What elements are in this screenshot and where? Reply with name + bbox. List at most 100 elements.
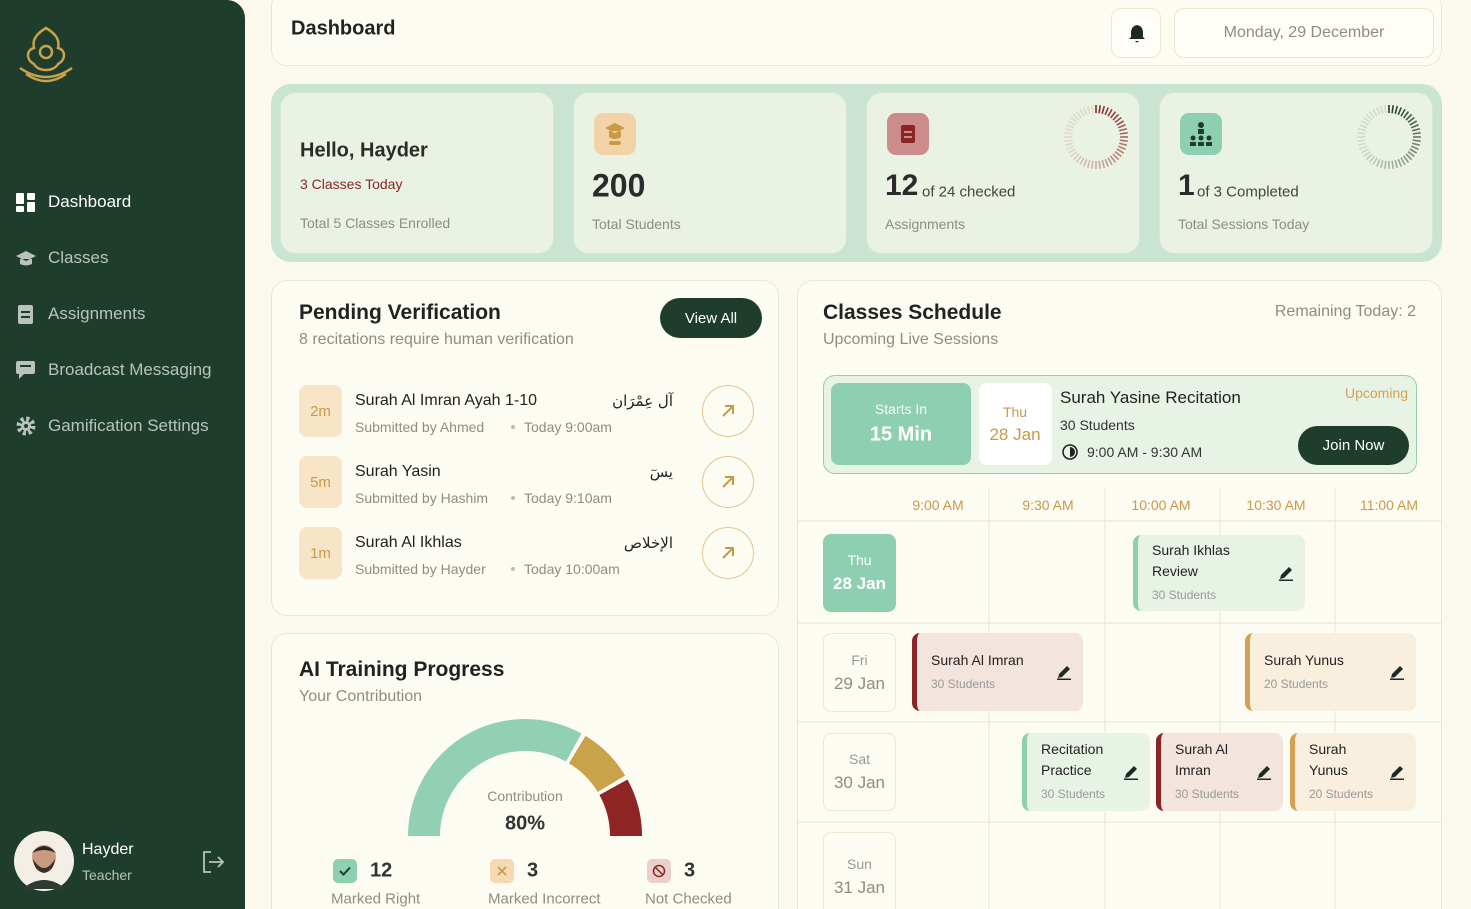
ring-tick bbox=[1116, 120, 1125, 126]
ring-tick bbox=[1064, 127, 1074, 132]
schedule-event[interactable]: Surah Yunus 20 Students bbox=[1245, 633, 1416, 711]
nav-item[interactable]: Broadcast Messaging bbox=[48, 360, 212, 379]
ring-tick bbox=[1402, 155, 1410, 163]
notification-button[interactable] bbox=[1111, 8, 1161, 58]
ring-tick bbox=[1064, 139, 1073, 142]
sidebar: Dashboard Classes Assignments Broadcast … bbox=[0, 0, 245, 909]
day-name: Sun bbox=[847, 856, 872, 872]
students-caption: Total Students bbox=[592, 216, 681, 232]
ring-tick bbox=[1365, 113, 1373, 121]
day-date: 29 Jan bbox=[833, 673, 886, 693]
legend-count: 3 bbox=[527, 859, 539, 882]
open-button[interactable] bbox=[702, 385, 754, 437]
ring-tick bbox=[1394, 159, 1399, 169]
event-students: 30 Students bbox=[1041, 787, 1106, 801]
ring-tick bbox=[1359, 145, 1368, 150]
ring-tick bbox=[1067, 148, 1076, 154]
arabic-title: الإخلاص bbox=[623, 534, 673, 552]
logout-button[interactable] bbox=[201, 850, 225, 874]
gauge-segment bbox=[568, 735, 626, 793]
schedule-event[interactable]: Surah Ikhlas Review 30 Students bbox=[1133, 535, 1305, 611]
panel-subtitle: 8 recitations require human verification bbox=[299, 331, 574, 348]
clock-icon bbox=[1062, 444, 1078, 460]
nav-icon bbox=[16, 361, 35, 379]
logo bbox=[19, 26, 73, 83]
starts-in-box bbox=[831, 383, 971, 465]
time-label: 10:00 AM bbox=[1131, 497, 1191, 513]
nav-icon bbox=[18, 305, 33, 324]
join-now-button[interactable]: Join Now bbox=[1298, 426, 1409, 465]
separator-dot bbox=[511, 567, 515, 571]
edit-icon[interactable] bbox=[1389, 664, 1405, 680]
edit-icon[interactable] bbox=[1389, 764, 1405, 780]
view-all-button[interactable]: View All bbox=[660, 298, 762, 338]
gauge-segment bbox=[599, 779, 642, 836]
ring-tick bbox=[1118, 142, 1128, 147]
arabic-title: آل عِمْرَان bbox=[612, 392, 673, 410]
ring-tick bbox=[1107, 157, 1113, 166]
ring-tick bbox=[1397, 158, 1402, 167]
next-title: Surah Yasine Recitation bbox=[1060, 388, 1241, 407]
sessions-value: 1 bbox=[1178, 169, 1195, 202]
schedule-event[interactable]: Surah Al Imran 30 Students bbox=[912, 633, 1083, 711]
legend-count: 12 bbox=[370, 859, 393, 882]
ring-tick bbox=[1384, 160, 1387, 169]
ring-tick bbox=[1079, 157, 1085, 166]
students-icon bbox=[594, 113, 636, 155]
remaining-today: Remaining Today: 2 bbox=[1274, 303, 1416, 320]
ring-tick bbox=[1086, 105, 1091, 115]
legend-count: 3 bbox=[684, 859, 696, 882]
ring-tick bbox=[1114, 116, 1122, 124]
edit-icon[interactable] bbox=[1056, 664, 1072, 680]
nav-item[interactable]: Assignments bbox=[48, 304, 146, 323]
ring-tick bbox=[1098, 160, 1101, 169]
legend-icon bbox=[333, 859, 357, 883]
user-name: Hayder bbox=[82, 841, 134, 858]
edit-icon[interactable] bbox=[1256, 764, 1272, 780]
day-name: Thu bbox=[847, 552, 872, 568]
progress-ring bbox=[1064, 105, 1128, 169]
day-cell: Sun 31 Jan bbox=[823, 832, 896, 909]
schedule-event[interactable]: Surah Al Imran 30 Students bbox=[1156, 733, 1283, 811]
time-label: 11:00 AM bbox=[1359, 497, 1419, 513]
surah-title: Surah Al Ikhlas bbox=[355, 534, 462, 551]
starts-value: 15 Min bbox=[869, 423, 933, 446]
nav-icon bbox=[16, 251, 36, 266]
classes-today: 3 Classes Today bbox=[300, 176, 403, 192]
nav-item[interactable]: Dashboard bbox=[48, 192, 132, 211]
panel-title: AI Training Progress bbox=[299, 658, 505, 681]
ring-tick bbox=[1083, 107, 1088, 116]
time-label: 10:30 AM bbox=[1246, 497, 1306, 513]
ring-tick bbox=[1411, 127, 1421, 132]
next-students: 30 Students bbox=[1060, 417, 1135, 433]
ring-tick bbox=[1368, 111, 1376, 119]
nav-item[interactable]: Gamification Settings bbox=[48, 416, 209, 435]
ring-tick bbox=[1391, 105, 1394, 114]
nav-icon bbox=[16, 193, 35, 212]
legend-label: Not Checked bbox=[645, 890, 732, 908]
day-date: 28 Jan bbox=[833, 574, 886, 593]
ring-tick bbox=[1397, 107, 1402, 116]
event-students: 20 Students bbox=[1264, 676, 1329, 691]
nav-item[interactable]: Classes bbox=[48, 248, 109, 267]
ring-tick bbox=[1365, 153, 1373, 161]
ring-tick bbox=[1067, 120, 1076, 126]
day-name: Sat bbox=[848, 751, 870, 767]
event-students: 30 Students bbox=[1152, 588, 1217, 602]
edit-icon[interactable] bbox=[1278, 565, 1294, 581]
ring-tick bbox=[1072, 153, 1080, 161]
greeting: Hello, Hayder bbox=[300, 139, 428, 162]
surah-title: Surah Yasin bbox=[355, 463, 441, 480]
ring-tick bbox=[1083, 158, 1088, 167]
open-button[interactable] bbox=[702, 527, 754, 579]
avatar[interactable] bbox=[14, 831, 74, 891]
edit-icon[interactable] bbox=[1123, 764, 1139, 780]
ring-tick bbox=[1394, 105, 1399, 115]
next-date-box bbox=[979, 383, 1052, 465]
submitted-time: Today 9:10am bbox=[524, 490, 612, 506]
open-button[interactable] bbox=[702, 456, 754, 508]
event-students: 30 Students bbox=[1175, 787, 1240, 801]
ring-tick bbox=[1412, 139, 1421, 142]
ring-tick bbox=[1075, 155, 1083, 163]
ring-tick bbox=[1064, 132, 1073, 135]
